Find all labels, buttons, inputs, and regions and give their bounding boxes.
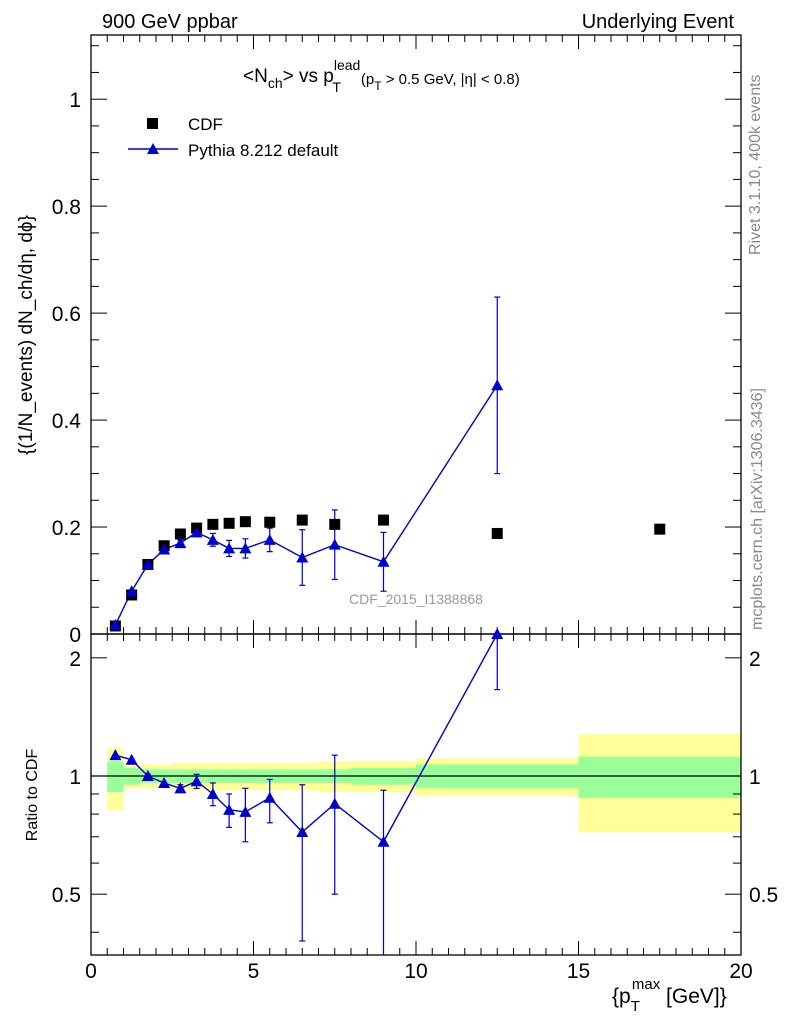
pythia-point (377, 555, 390, 567)
cdf-point (491, 527, 503, 539)
title-vs: > vs p (283, 66, 334, 87)
title-sub-t: T (332, 79, 341, 95)
legend-cdf-label: CDF (188, 115, 223, 134)
ratio-point (190, 775, 203, 787)
main-data-marks (109, 296, 666, 632)
ratio-point (174, 782, 187, 794)
title-cut1-sub: T (374, 79, 382, 93)
legend-pythia-label: Pythia 8.212 default (188, 141, 339, 160)
main-plot-title: <Nch> vs plead T (pT > 0.5 GeV, |η| < 0.8) (243, 57, 520, 95)
main-y-tick-label: 0.6 (52, 303, 81, 326)
pythia-point (141, 558, 154, 570)
cdf-point (296, 514, 308, 526)
ratio-point (158, 776, 171, 788)
cdf-point (239, 516, 251, 528)
ratio-y-axis-label: Ratio to CDF (24, 749, 41, 842)
pythia-point (190, 526, 203, 538)
cdf-point (378, 514, 389, 526)
title-cut2: > 0.5 GeV, |η| < 0.8) (382, 71, 520, 88)
cdf-point (174, 528, 186, 540)
analysis-watermark: CDF_2015_I1388868 (349, 591, 483, 607)
title-sup-lead: lead (334, 57, 360, 73)
cdf-point (207, 518, 219, 530)
title-n: <N (243, 66, 268, 87)
x-tick-label: 15 (567, 960, 590, 983)
ratio-y-tick-label-right: 2 (749, 648, 761, 671)
x-label-sub: T (631, 998, 640, 1015)
pythia-point (223, 542, 236, 554)
x-tick-label: 5 (248, 960, 260, 983)
x-tick-label: 0 (85, 960, 97, 983)
rivet-version-label: Rivet 3.1.10, 400k events (747, 74, 764, 255)
ratio-y-tick-label-left: 1 (69, 766, 81, 789)
x-label-open: {p (612, 985, 631, 1008)
ratio-y-tick-label-left: 0.5 (52, 884, 81, 907)
ratio-point (377, 835, 390, 847)
x-label-sup: max (632, 976, 661, 993)
main-y-axis-label: {(1/N_events) dN_ch/dη, dϕ} (16, 215, 37, 455)
ratio-point (263, 791, 276, 803)
x-tick-label: 20 (729, 960, 752, 983)
legend: CDF Pythia 8.212 default (128, 115, 339, 160)
legend-cdf-marker (147, 118, 158, 129)
pythia-point (206, 533, 219, 545)
ratio-data-marks (109, 628, 504, 955)
header-right-label: Underlying Event (582, 11, 735, 33)
ratio-inner-band-14 (578, 756, 741, 798)
cdf-point (329, 518, 341, 530)
ratio-point (328, 797, 341, 809)
pythia-point (158, 543, 171, 555)
pythia-series-line (114, 384, 498, 626)
main-y-tick-label: 0.2 (52, 517, 81, 540)
ratio-point (223, 803, 236, 815)
ratio-inner-band-0 (107, 761, 124, 793)
x-axis-label: {pTmax [GeV]} (612, 976, 727, 1015)
header-left-label: 900 GeV ppbar (102, 11, 238, 33)
ratio-point (141, 770, 154, 782)
main-y-tick-label: 1 (69, 89, 81, 112)
ratio-y-tick-label-left: 2 (69, 648, 81, 671)
ratio-point (296, 826, 309, 838)
pythia-point (491, 379, 504, 391)
pythia-point (174, 537, 187, 549)
ratio-point (239, 805, 252, 817)
x-tick-label: 10 (404, 960, 427, 983)
main-y-tick-label: 0.8 (52, 196, 81, 219)
main-y-tick-label: 0.4 (52, 410, 82, 433)
main-y-tick-label: 0 (69, 624, 81, 647)
ratio-panel: 0 5 10 15 20 0.5 0.5 1 1 2 2 (52, 633, 778, 983)
ratio-y-tick-label-right: 0.5 (749, 884, 778, 907)
cdf-point (654, 523, 666, 535)
pythia-point (296, 551, 309, 563)
pythia-point (125, 585, 138, 597)
mcplots-label: mcplots.cern.ch [arXiv:1306.3436] (749, 388, 766, 630)
cdf-point (264, 516, 276, 528)
ratio-point (125, 753, 138, 765)
ratio-point (206, 787, 219, 799)
ratio-series-line (115, 633, 498, 843)
x-label-close: [GeV]} (660, 985, 727, 1008)
pythia-point (328, 538, 341, 550)
ratio-point (491, 628, 504, 639)
pythia-point (109, 618, 122, 630)
ratio-point (109, 749, 122, 761)
legend-pythia-marker (147, 143, 159, 154)
ratio-bands (107, 733, 741, 833)
title-cut1: (p (361, 71, 374, 88)
cdf-point (223, 517, 235, 529)
title-sub-ch: ch (268, 75, 283, 91)
pythia-point (263, 533, 276, 545)
ratio-y-tick-label-right: 1 (749, 766, 761, 789)
pythia-point (239, 542, 252, 554)
